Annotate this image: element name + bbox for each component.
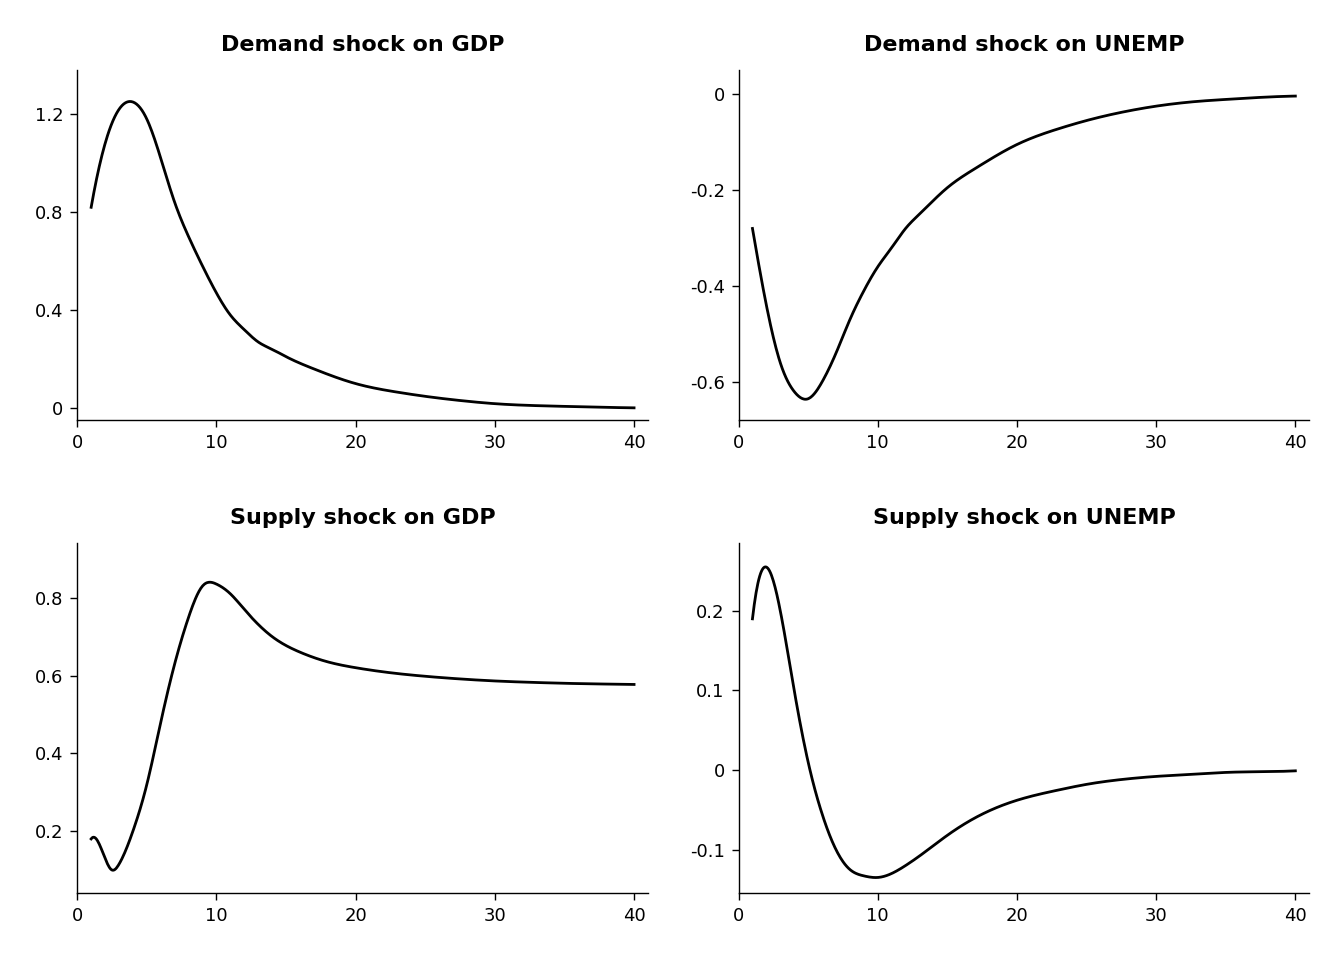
Title: Supply shock on UNEMP: Supply shock on UNEMP [872,508,1175,528]
Title: Demand shock on GDP: Demand shock on GDP [220,35,504,55]
Title: Supply shock on GDP: Supply shock on GDP [230,508,496,528]
Title: Demand shock on UNEMP: Demand shock on UNEMP [864,35,1184,55]
